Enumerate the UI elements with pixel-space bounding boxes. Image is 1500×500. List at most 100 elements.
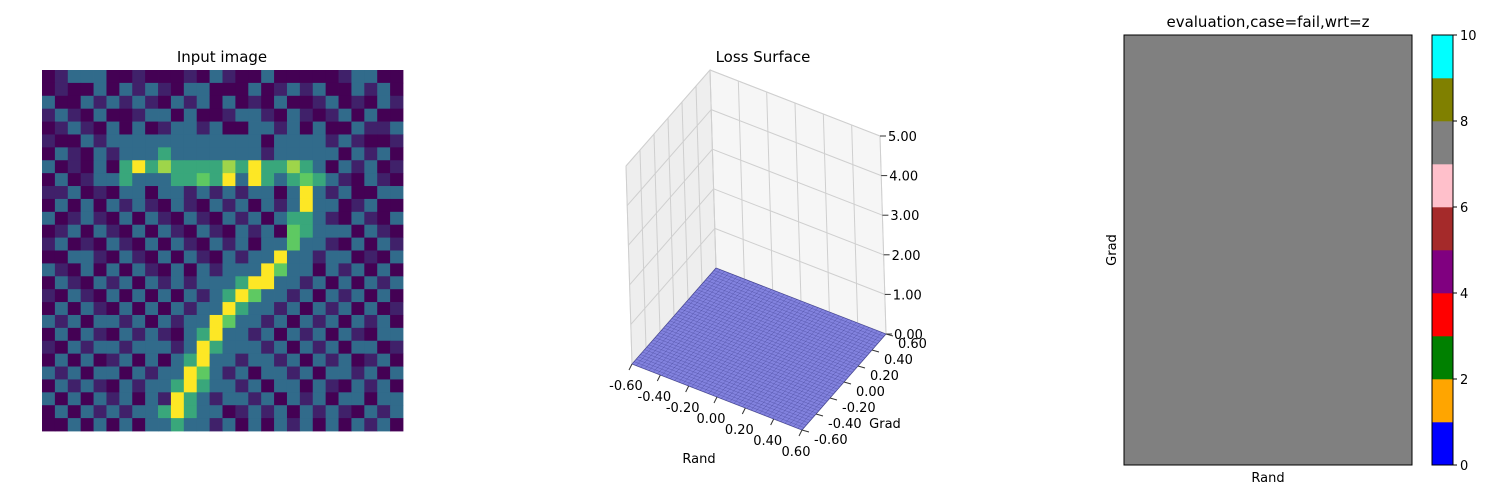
heatmap-cell	[222, 134, 236, 148]
heatmap-cell	[286, 173, 301, 187]
heatmap-cell	[351, 70, 365, 84]
mesh-line	[680, 308, 851, 375]
heatmap-cell	[119, 237, 133, 251]
heatmap-cell	[119, 302, 133, 316]
heatmap-cell	[54, 70, 69, 84]
heatmap-cell	[158, 82, 172, 97]
heatmap-cell	[170, 340, 185, 355]
mesh-line	[682, 306, 853, 373]
heatmap-cell	[312, 224, 327, 239]
heatmap-cell	[80, 379, 94, 393]
heatmap-cell	[93, 302, 107, 316]
tick-label: 0.40	[753, 434, 782, 449]
tick-mark	[628, 363, 633, 371]
heatmap-cell	[170, 147, 185, 161]
heatmap-cell	[158, 392, 172, 406]
heatmap-cell	[42, 224, 56, 239]
heatmap-cell	[351, 198, 365, 213]
heatmap-cell	[338, 405, 352, 419]
heatmap-cell	[196, 366, 211, 380]
heatmap-cell	[132, 263, 146, 277]
heatmap-cell	[364, 418, 378, 432]
heatmap-cell	[351, 108, 365, 122]
heatmap-cell	[248, 108, 262, 122]
heatmap-cell	[351, 327, 365, 342]
heatmap-cell	[364, 237, 378, 251]
heatmap-cell	[67, 405, 82, 419]
heatmap-cell	[274, 160, 288, 174]
heatmap-cell	[67, 82, 82, 97]
heatmap-cell	[377, 405, 391, 419]
heatmap-cell	[338, 314, 352, 329]
heatmap-cell	[158, 405, 172, 419]
heatmap-cell	[377, 198, 391, 213]
heatmap-cell	[274, 237, 288, 251]
heatmap-cell	[286, 405, 301, 419]
heatmap-cell	[209, 211, 223, 226]
heatmap-cell	[312, 108, 327, 122]
heatmap-cell	[325, 263, 339, 277]
heatmap-cell	[209, 366, 223, 380]
heatmap-cell	[183, 82, 198, 97]
heatmap-cell	[196, 392, 211, 406]
tick-label: -0.40	[638, 390, 672, 405]
heatmap-cell	[145, 173, 159, 187]
heatmap-cell	[145, 276, 159, 290]
heatmap-cell	[196, 353, 211, 367]
heatmap-cell	[67, 70, 82, 84]
heatmap-cell	[390, 314, 404, 329]
heatmap-cell	[119, 186, 133, 200]
heatmap-cell	[106, 198, 120, 213]
heatmap-cell	[299, 186, 314, 200]
tick-label: 4.00	[889, 170, 918, 185]
heatmap-cell	[222, 147, 236, 161]
mesh-line	[725, 304, 810, 401]
heatmap-cell	[158, 353, 172, 367]
heatmap-cell	[390, 340, 404, 355]
heatmap-cell	[119, 224, 133, 239]
gridline	[709, 69, 717, 269]
heatmap-cell	[183, 211, 198, 226]
heatmap-cell	[183, 224, 198, 239]
heatmap-cell	[93, 392, 107, 406]
heatmap-cell	[351, 302, 365, 316]
heatmap-cell	[286, 418, 301, 432]
tick-mark	[770, 418, 775, 426]
mesh-line	[746, 312, 831, 409]
heatmap-cell	[338, 82, 352, 97]
heatmap-cell	[145, 211, 159, 226]
heatmap-cell	[93, 186, 107, 200]
heatmap-cell	[80, 392, 94, 406]
heatmap-cell	[54, 340, 69, 355]
mesh-line	[742, 310, 827, 408]
tick-mark	[801, 429, 810, 433]
heatmap-cell	[93, 147, 107, 161]
heatmap-cell	[196, 314, 211, 329]
heatmap-cell	[209, 186, 223, 200]
heatmap-cell	[145, 147, 159, 161]
heatmap-cell	[54, 224, 69, 239]
heatmap-cell	[183, 147, 198, 161]
heatmap-cell	[390, 173, 404, 187]
heatmap-cell	[54, 147, 69, 161]
heatmap-cell	[170, 405, 185, 419]
heatmap-cell	[132, 82, 146, 97]
heatmap-cell	[299, 224, 314, 239]
heatmap-cell	[390, 70, 404, 84]
heatmap-cell	[274, 108, 288, 122]
heatmap-cell	[106, 379, 120, 393]
heatmap-cell	[54, 314, 69, 329]
heatmap-cell	[183, 121, 198, 135]
heatmap-cell	[158, 340, 172, 355]
heatmap-cell	[364, 108, 378, 122]
heatmap-cell	[209, 405, 223, 419]
heatmap-cell	[132, 108, 146, 122]
heatmap-cell	[158, 237, 172, 251]
mesh-line	[784, 327, 870, 424]
heatmap-cell	[286, 211, 301, 226]
heatmap-cell	[248, 327, 262, 342]
mesh-line	[694, 291, 866, 359]
heatmap-cell	[67, 134, 82, 148]
heatmap-cell	[42, 108, 56, 122]
heatmap-cell	[145, 353, 159, 367]
